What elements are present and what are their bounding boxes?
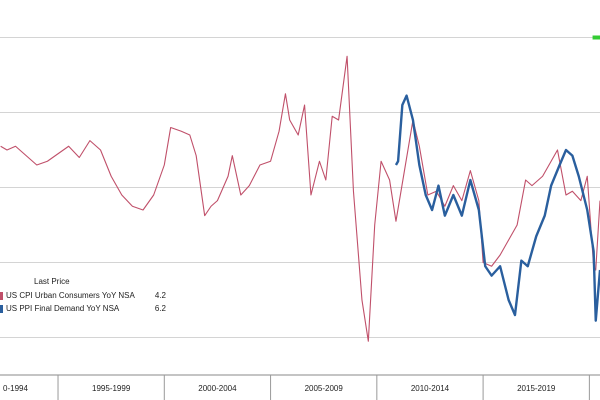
legend-box	[0, 274, 168, 320]
x-tick-label: 1995-1999	[92, 384, 131, 393]
legend-label: US PPI Final Demand YoY NSA	[6, 304, 120, 313]
x-tick-label: 2005-2009	[305, 384, 344, 393]
series-line	[394, 94, 600, 322]
x-tick-label: 0-1994	[3, 384, 28, 393]
legend-value: 6.2	[155, 304, 167, 313]
legend-value: 4.2	[155, 291, 167, 300]
legend-swatch	[0, 292, 3, 300]
legend-label: US CPI Urban Consumers YoY NSA	[6, 291, 135, 300]
legend-swatch	[0, 305, 3, 313]
series-line	[0, 55, 600, 342]
x-tick-label: 2015-2019	[517, 384, 556, 393]
legend-title: Last Price	[34, 277, 70, 286]
x-tick-label: 2010-2014	[411, 384, 450, 393]
x-tick-label: 2000-2004	[198, 384, 237, 393]
